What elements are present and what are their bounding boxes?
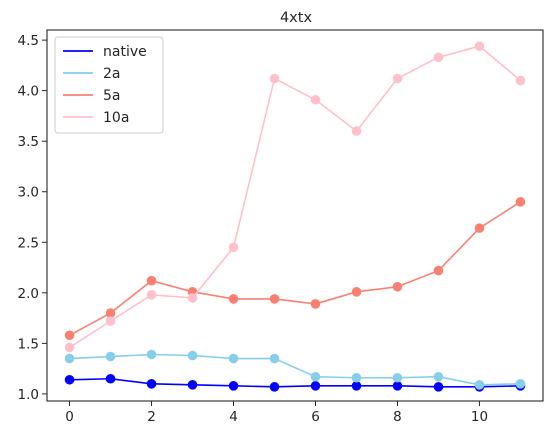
legend-item: 2a [63, 66, 121, 82]
data-point [269, 353, 280, 364]
data-point [310, 94, 321, 105]
data-point [228, 381, 239, 391]
y-tick-label: 2.5 [18, 235, 39, 251]
data-point [351, 372, 362, 383]
data-point [515, 197, 526, 207]
data-point [146, 349, 157, 360]
data-point [392, 281, 403, 292]
data-point [228, 294, 239, 304]
data-point [105, 373, 116, 384]
x-tick-label: 0 [65, 409, 74, 425]
data-point [228, 242, 239, 253]
series-10a [64, 41, 526, 353]
data-point [187, 293, 198, 303]
series-line [69, 45, 521, 349]
legend-box [54, 36, 164, 134]
data-point [146, 290, 157, 300]
data-point [269, 73, 280, 84]
data-point [105, 308, 116, 318]
legend-item: native [63, 44, 147, 60]
x-tick-label: 10 [471, 409, 488, 425]
data-point [351, 287, 362, 297]
data-point [105, 316, 116, 326]
y-tick-label: 1.5 [18, 336, 39, 352]
series-native [64, 373, 526, 392]
legend-label: 5a [103, 88, 121, 104]
data-point [64, 330, 75, 341]
data-point [515, 75, 526, 86]
data-point [433, 265, 444, 276]
data-point [310, 381, 321, 391]
y-tick-label: 3.0 [18, 185, 39, 201]
data-point [392, 73, 403, 84]
legend-item: 5a [63, 88, 121, 104]
data-point [310, 371, 321, 382]
x-tick-label: 4 [229, 409, 238, 425]
data-point [146, 379, 157, 389]
legend-item: 10a [63, 110, 129, 126]
y-tick-label: 4.0 [18, 84, 39, 100]
legend-label: native [103, 44, 147, 60]
data-point [64, 353, 75, 364]
data-point [351, 381, 362, 391]
data-point [269, 294, 280, 304]
y-tick-label: 3.5 [18, 134, 39, 150]
chart-title: 4xtx [280, 10, 312, 26]
legend-label: 2a [103, 66, 121, 82]
data-point [146, 275, 157, 286]
y-tick-label: 2.0 [18, 286, 39, 302]
series-layer [64, 41, 526, 392]
data-point [187, 350, 198, 361]
data-point [351, 126, 362, 136]
data-point [433, 382, 444, 392]
data-point [64, 342, 75, 353]
axes: 0 2 4 6 8 10 1.0 1.5 2.0 2.5 3.0 3.5 4.0 4.5 [18, 33, 489, 425]
data-point [228, 353, 239, 364]
y-tick-label: 1.0 [18, 387, 39, 403]
series-line [69, 353, 521, 386]
x-tick-label: 8 [393, 409, 402, 425]
legend-label: 10a [103, 110, 129, 126]
series-line [69, 201, 521, 336]
data-point [105, 351, 116, 362]
data-point [187, 380, 198, 390]
x-tick-label: 6 [311, 409, 320, 425]
series-line [69, 377, 521, 388]
data-point [474, 223, 485, 233]
data-point [392, 372, 403, 383]
data-point [310, 299, 321, 309]
legend: native 2a 5a 10a [54, 36, 164, 134]
x-tick-label: 2 [147, 409, 156, 425]
data-point [64, 374, 75, 385]
data-point [474, 380, 485, 390]
y-tick-label: 4.5 [18, 33, 39, 49]
data-point [433, 371, 444, 382]
data-point [392, 381, 403, 391]
data-point [269, 382, 280, 392]
series-2a [64, 349, 526, 390]
data-point [474, 41, 485, 51]
data-point [433, 52, 444, 63]
data-point [515, 379, 526, 389]
